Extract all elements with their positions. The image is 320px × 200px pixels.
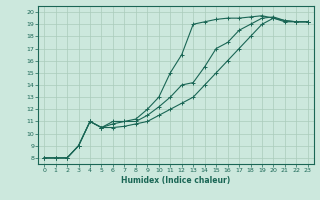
X-axis label: Humidex (Indice chaleur): Humidex (Indice chaleur) bbox=[121, 176, 231, 185]
